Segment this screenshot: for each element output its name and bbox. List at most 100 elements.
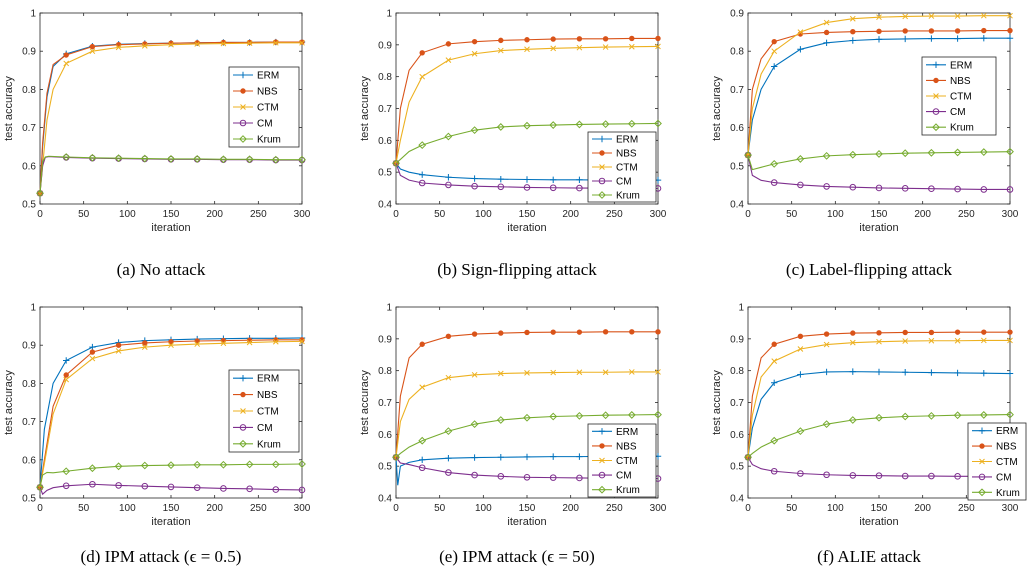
legend-label: Krum [616,191,640,202]
panel-caption: (d) IPM attack (ϵ = 0.5) [81,547,242,566]
legend-marker [598,191,606,199]
data-point [770,159,779,168]
series-line [395,414,659,458]
data-point [392,453,400,462]
legend-marker [599,457,605,464]
legend-label: CTM [996,457,1018,468]
y-tick-label: 0.8 [730,366,744,377]
y-tick-label: 0.9 [730,334,744,345]
y-tick-label: 0.5 [378,168,392,179]
legend-marker [932,61,940,68]
data-point [497,473,505,480]
data-point [797,346,804,352]
legend-label: CTM [950,92,972,103]
x-tick-label: 100 [119,503,136,514]
data-point [114,462,123,471]
y-tick-label: 0.5 [22,200,36,211]
data-point [797,470,804,477]
x-tick-label: 200 [914,503,931,514]
y-tick-label: 1 [30,9,36,20]
legend-marker [240,391,246,398]
legend: ERM NBS CTM CM Krum [587,131,657,203]
data-point [471,471,478,479]
x-tick-label: 100 [475,209,492,220]
data-point [771,379,778,386]
data-point [797,333,804,339]
data-point [602,36,609,42]
data-point [246,485,253,493]
data-point [602,369,609,376]
legend-label: CTM [616,163,638,174]
data-point [1007,329,1013,335]
data-point [498,330,504,336]
data-point [273,39,279,45]
legend-marker [979,458,985,465]
data-point [140,461,149,470]
data-point [849,368,856,375]
y-axis-label: test accuracy [711,370,723,435]
panel-caption: (a) No attack [117,260,206,279]
data-point [220,485,227,492]
data-point [770,467,778,475]
data-point [471,371,478,378]
legend-marker [240,408,246,414]
data-point [770,436,779,445]
data-point [272,486,280,493]
data-point [823,19,830,26]
x-tick-label: 250 [250,503,267,514]
data-point [1007,27,1013,34]
legend-marker [933,93,939,99]
data-point [418,436,427,445]
x-tick-label: 150 [871,209,888,220]
data-point [654,119,662,128]
y-tick-label: 0.8 [22,379,36,390]
data-point [62,482,70,490]
legend-marker [978,427,986,434]
data-point [115,482,122,489]
y-tick-label: 0.4 [730,200,744,211]
data-point [89,48,96,55]
y-tick-label: 0.8 [22,85,36,96]
data-point [576,36,583,42]
series-krum [392,410,662,462]
x-axis-label: iteration [151,516,190,528]
data-point [418,179,426,187]
legend-marker [599,443,605,449]
data-point [220,340,227,347]
x-tick-label: 100 [827,209,844,220]
series-line [747,414,1011,458]
legend-label: NBS [950,76,971,87]
data-point [980,370,987,377]
x-axis-label: iteration [507,516,546,528]
data-point [444,427,453,436]
legend-label: ERM [616,135,638,146]
legend-label: CTM [257,407,279,418]
data-point [445,174,452,181]
legend-marker [978,488,986,497]
data-point [875,413,883,422]
y-tick-label: 0.4 [378,494,392,505]
data-point [445,333,452,339]
legend-label: NBS [257,390,278,401]
y-tick-label: 1 [386,303,392,314]
data-point [471,38,478,45]
data-point [497,47,504,54]
data-point [36,483,44,492]
x-tick-label: 300 [1002,209,1019,220]
x-tick-label: 0 [745,209,751,220]
data-point [927,411,936,420]
x-tick-label: 0 [393,209,399,220]
series-cm [744,151,1014,193]
data-point [875,184,883,192]
data-point [771,38,777,45]
data-point [601,411,610,420]
data-point [823,29,830,36]
x-tick-label: 0 [37,503,43,514]
data-point [89,343,96,351]
data-point [194,338,200,344]
legend-marker [239,71,247,79]
data-point [219,460,228,469]
legend-marker [933,77,939,84]
legend-label: CM [616,471,632,482]
